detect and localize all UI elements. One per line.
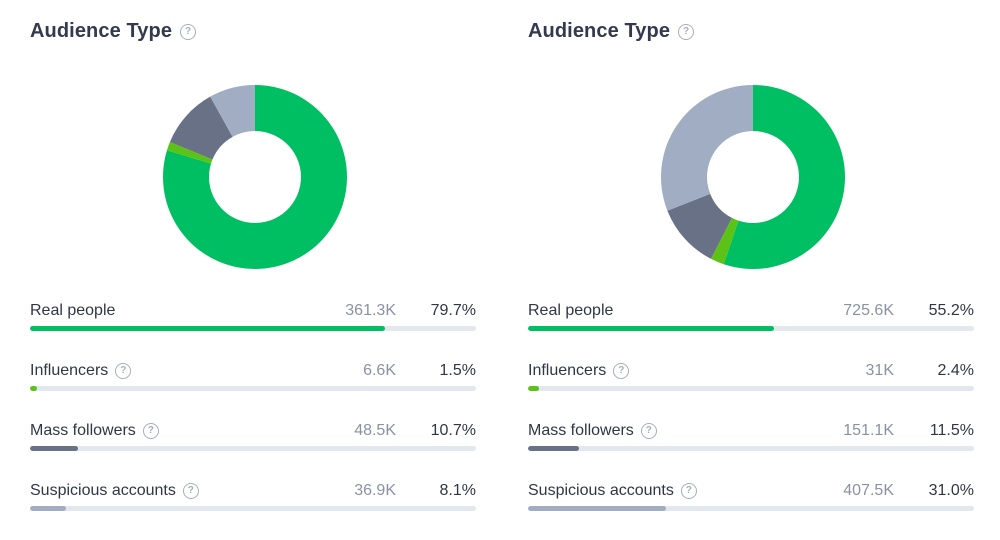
legend-count: 151.1K: [843, 422, 894, 439]
progress-track: [528, 386, 974, 391]
legend-count: 6.6K: [363, 362, 396, 379]
legend-row-influencers: Influencers? 6.6K 1.5%: [30, 360, 476, 420]
slice-influencers[interactable]: [711, 217, 739, 265]
progress-fill: [528, 386, 539, 391]
progress-track: [30, 446, 476, 451]
legend-label: Influencers: [30, 362, 109, 379]
help-icon[interactable]: ?: [142, 423, 159, 439]
legend-label: Influencers: [528, 362, 607, 379]
legend-row-real-people: Real people 361.3K 79.7%: [30, 300, 476, 360]
legend-label: Suspicious accounts: [528, 482, 674, 499]
legend-rows: Real people 725.6K 55.2% Influencers? 31…: [528, 300, 974, 540]
legend-label: Suspicious accounts: [30, 482, 176, 499]
audience-panel-right: Audience Type ? Real people 725.6K 55.2%…: [528, 0, 974, 530]
legend-rows: Real people 361.3K 79.7% Influencers? 6.…: [30, 300, 476, 540]
legend-percent: 79.7%: [430, 302, 476, 319]
audience-panel-left: Audience Type ? Real people 361.3K 79.7%…: [30, 0, 476, 530]
legend-row-mass-followers: Mass followers? 151.1K 11.5%: [528, 420, 974, 480]
legend-label: Mass followers: [30, 422, 136, 439]
help-icon[interactable]: ?: [680, 483, 697, 499]
progress-fill: [30, 446, 78, 451]
legend-row-real-people: Real people 725.6K 55.2%: [528, 300, 974, 360]
legend-label: Real people: [30, 302, 116, 319]
legend-percent: 31.0%: [928, 482, 974, 499]
legend-percent: 55.2%: [928, 302, 974, 319]
legend-row-suspicious-accounts: Suspicious accounts? 36.9K 8.1%: [30, 480, 476, 540]
legend-count: 31K: [865, 362, 894, 379]
legend-percent: 8.1%: [439, 482, 476, 499]
legend-row-mass-followers: Mass followers? 48.5K 10.7%: [30, 420, 476, 480]
help-icon[interactable]: ?: [115, 363, 132, 379]
help-icon[interactable]: ?: [180, 23, 197, 40]
donut-chart: [162, 85, 347, 269]
legend-count: 36.9K: [354, 482, 396, 499]
progress-track: [30, 326, 476, 331]
help-icon[interactable]: ?: [640, 423, 657, 439]
progress-track: [528, 326, 974, 331]
legend-percent: 11.5%: [929, 422, 974, 439]
panel-title: Audience Type: [30, 20, 173, 42]
legend-count: 361.3K: [345, 302, 396, 319]
progress-track: [30, 506, 476, 511]
progress-fill: [528, 446, 580, 451]
legend-count: 725.6K: [843, 302, 894, 319]
donut-chart: [661, 85, 845, 269]
progress-track: [528, 446, 974, 451]
panel-header: Audience Type ?: [30, 20, 197, 43]
legend-row-influencers: Influencers? 31K 2.4%: [528, 360, 974, 420]
help-icon[interactable]: ?: [678, 23, 695, 40]
legend-row-suspicious-accounts: Suspicious accounts? 407.5K 31.0%: [528, 480, 974, 540]
slice-real-people[interactable]: [723, 85, 845, 269]
progress-fill: [528, 326, 775, 331]
legend-percent: 2.4%: [937, 362, 974, 379]
legend-label: Real people: [528, 302, 614, 319]
slice-suspicious-accounts[interactable]: [661, 85, 753, 211]
progress-track: [528, 506, 974, 511]
panel-header: Audience Type ?: [528, 20, 695, 43]
slice-suspicious-accounts[interactable]: [210, 85, 255, 137]
progress-fill: [30, 386, 37, 391]
slice-influencers[interactable]: [166, 142, 213, 164]
legend-count: 407.5K: [843, 482, 894, 499]
panel-title: Audience Type: [528, 20, 671, 42]
help-icon[interactable]: ?: [613, 363, 630, 379]
slice-mass-followers[interactable]: [169, 96, 233, 160]
legend-count: 48.5K: [354, 422, 396, 439]
progress-fill: [30, 506, 67, 511]
progress-fill: [528, 506, 667, 511]
slice-real-people[interactable]: [162, 85, 347, 269]
legend-percent: 1.5%: [439, 362, 476, 379]
legend-label: Mass followers: [528, 422, 634, 439]
progress-track: [30, 386, 476, 391]
legend-percent: 10.7%: [430, 422, 476, 439]
slice-mass-followers[interactable]: [667, 193, 733, 259]
help-icon[interactable]: ?: [182, 483, 199, 499]
progress-fill: [30, 326, 386, 331]
